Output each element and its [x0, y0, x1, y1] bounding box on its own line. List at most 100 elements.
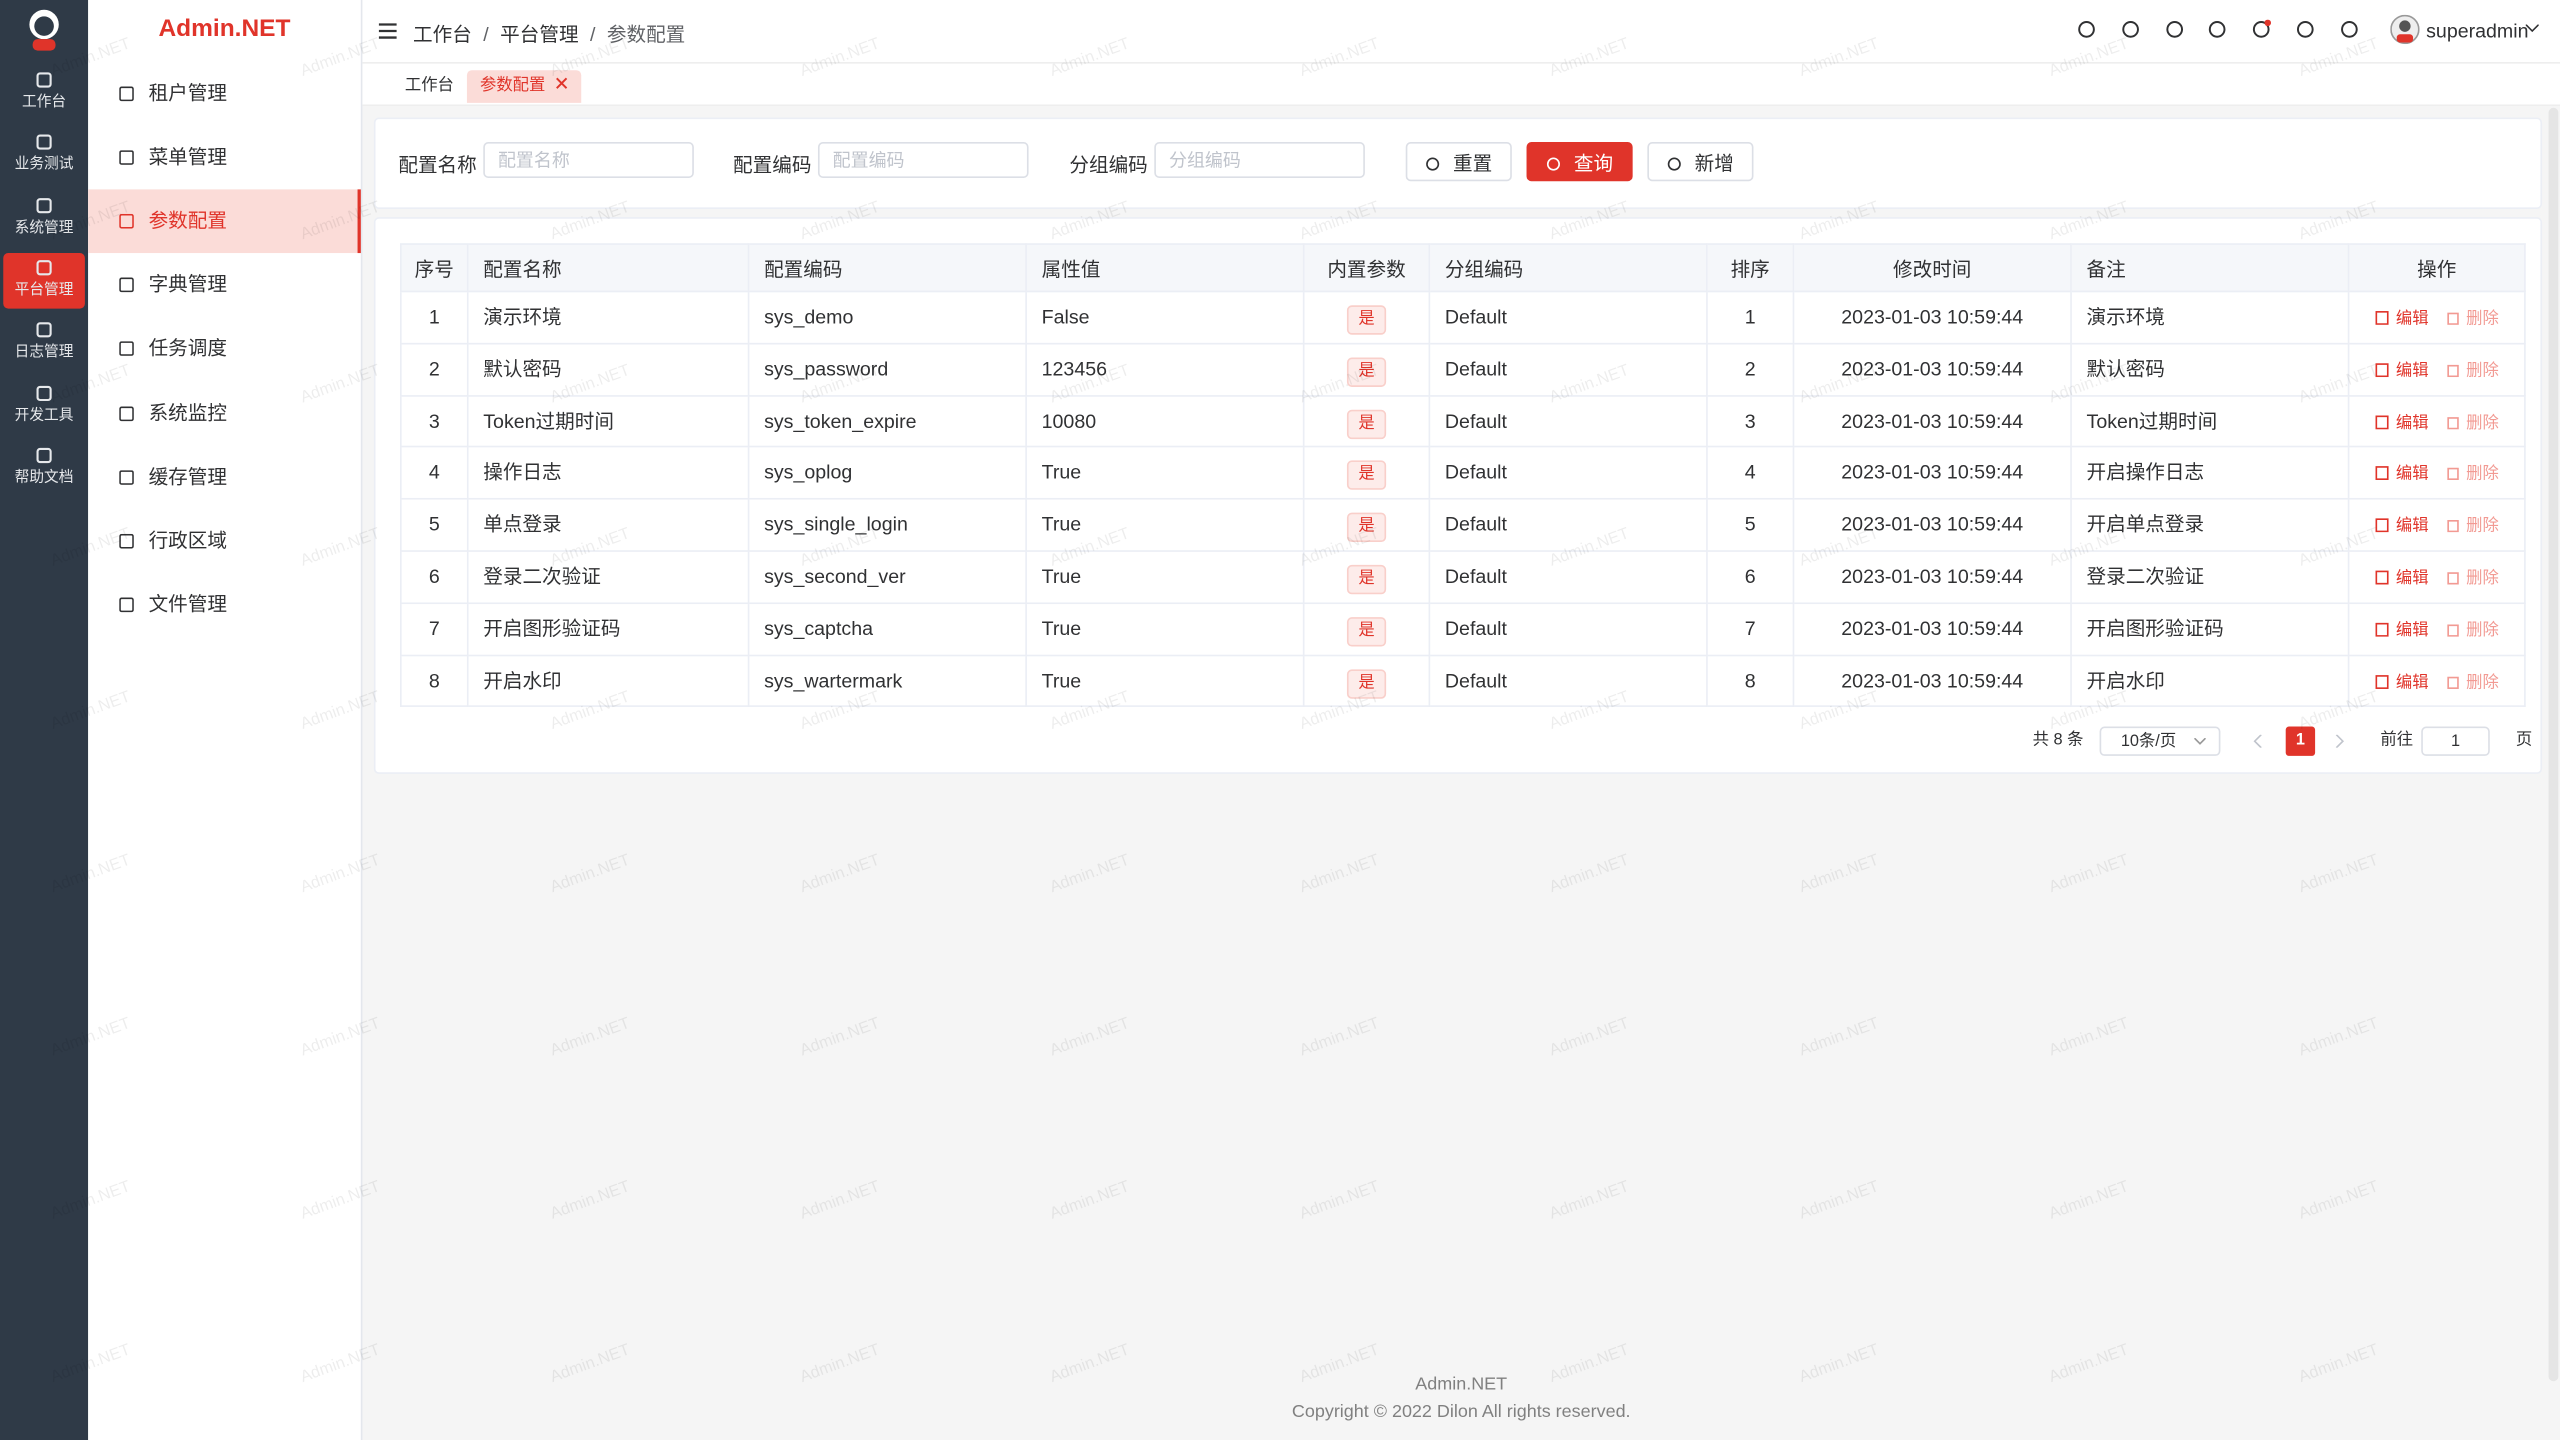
delete-action[interactable]: 删除 — [2466, 310, 2499, 329]
watermark: Admin.NET — [1047, 1014, 1133, 1061]
cell-text: 4 — [428, 461, 440, 484]
table-cell: 编辑 删除 — [2349, 344, 2526, 397]
table-cell: 单点登录 — [468, 499, 750, 552]
menu-item[interactable]: 行政区域 — [88, 509, 361, 573]
button-query[interactable]: 查询 — [1526, 142, 1633, 182]
cell-text: 开启水印 — [483, 668, 562, 692]
goto-input[interactable]: 1 — [2421, 726, 2490, 756]
button-add[interactable]: 新增 — [1647, 142, 1754, 182]
cell-text: 2023-01-03 10:59:44 — [1841, 668, 2024, 692]
rail-icon — [36, 259, 52, 276]
menu-label: 字典管理 — [148, 273, 227, 296]
edit-action[interactable]: 编辑 — [2395, 673, 2429, 692]
cell-text: 开启图形验证码 — [2086, 616, 2224, 640]
menu-item[interactable]: 租户管理 — [88, 62, 361, 126]
table-cell: 演示环境 — [468, 292, 750, 345]
rail-item[interactable]: 平台管理 — [3, 252, 85, 309]
delete-action[interactable]: 删除 — [2466, 465, 2499, 484]
breadcrumb-item[interactable]: 工作台 — [413, 22, 472, 46]
edit-action[interactable]: 编辑 — [2395, 465, 2429, 484]
menu-label: 菜单管理 — [148, 145, 227, 169]
main-rail: 工作台业务测试系统管理平台管理日志管理开发工具帮助文档 — [0, 0, 89, 1440]
toolbar-icon — [2253, 19, 2272, 38]
table-cell: 6 — [1707, 551, 1795, 604]
delete-action[interactable]: 删除 — [2466, 414, 2499, 432]
cell-text: 3 — [1744, 409, 1756, 432]
rail-item[interactable]: 业务测试 — [3, 128, 85, 184]
menu-icon — [119, 533, 134, 549]
menu-item[interactable]: 参数配置 — [88, 189, 361, 254]
edit-action[interactable]: 编辑 — [2395, 414, 2429, 432]
avatar[interactable] — [2390, 14, 2420, 45]
table-cell: Token过期时间 — [2071, 396, 2350, 448]
edit-action[interactable]: 编辑 — [2395, 569, 2429, 588]
side-menu: Admin.NET 租户管理 菜单管理 参数配置 字典管理 任务调度 系统监控 缓存管理 行政… — [88, 0, 363, 1440]
footer-copyright: Copyright © 2022 Dilon All rights reserv… — [1291, 1402, 1631, 1423]
rail-item[interactable]: 开发工具 — [3, 378, 85, 434]
cell-text: 4 — [1744, 461, 1756, 484]
edit-icon — [2374, 674, 2388, 689]
current-page[interactable]: 1 — [2285, 726, 2316, 756]
delete-action[interactable]: 删除 — [2466, 621, 2499, 640]
watermark: Admin.NET — [548, 851, 633, 897]
menu-icon — [119, 278, 134, 293]
cell-text: 开启水印 — [2086, 668, 2165, 692]
tab[interactable]: 工作台 — [392, 70, 467, 103]
table-cell: Default — [1430, 551, 1708, 604]
cell-text: 2023-01-03 10:59:44 — [1841, 512, 2024, 536]
menu-item[interactable]: 字典管理 — [88, 254, 361, 318]
watermark: Admin.NET — [1547, 1178, 1632, 1224]
rail-item[interactable]: 日志管理 — [3, 315, 85, 371]
table-cell: sys_single_login — [749, 499, 1027, 552]
watermark: Admin.NET — [797, 1178, 883, 1224]
edit-icon — [2374, 622, 2388, 637]
edit-action[interactable]: 编辑 — [2395, 362, 2429, 381]
user-caret[interactable] — [2525, 24, 2539, 34]
scrollbar[interactable] — [2548, 107, 2559, 1382]
delete-action[interactable]: 删除 — [2466, 517, 2499, 536]
field-input[interactable]: 分组编码 — [1154, 142, 1365, 178]
table-cell: 7 — [1707, 603, 1795, 656]
page-size[interactable]: 10条/页 — [2099, 726, 2221, 756]
menu-label: 系统监控 — [148, 400, 227, 424]
field-input[interactable]: 配置名称 — [483, 142, 694, 178]
breadcrumb-item[interactable]: 平台管理 — [500, 22, 579, 46]
table-cell: 2 — [1707, 344, 1795, 397]
watermark: Admin.NET — [548, 1178, 633, 1224]
delete-action[interactable]: 删除 — [2466, 569, 2499, 588]
tab[interactable]: 参数配置 — [466, 70, 582, 103]
rail-item[interactable]: 系统管理 — [3, 190, 85, 246]
delete-action[interactable]: 删除 — [2466, 362, 2499, 381]
button-reset[interactable]: 重置 — [1405, 142, 1512, 182]
table-cell: 开启图形验证码 — [468, 603, 750, 656]
rail-item[interactable]: 帮助文档 — [3, 440, 85, 496]
field-input[interactable]: 配置编码 — [817, 142, 1029, 178]
table-cell: 2023-01-03 10:59:44 — [1794, 292, 2072, 345]
cell-text: Default — [1444, 564, 1507, 588]
delete-icon — [2446, 416, 2458, 429]
edit-action[interactable]: 编辑 — [2395, 517, 2429, 536]
edit-action[interactable]: 编辑 — [2395, 621, 2429, 640]
menu-item[interactable]: 任务调度 — [88, 317, 361, 381]
table-cell: 是 — [1304, 603, 1431, 656]
table-cell: 编辑 删除 — [2349, 551, 2526, 604]
collapse-icon[interactable] — [378, 23, 397, 39]
rail-item[interactable]: 工作台 — [3, 65, 85, 121]
watermark: Admin.NET — [2046, 851, 2132, 897]
table-cell: 5 — [399, 499, 469, 552]
table-cell: 编辑 删除 — [2349, 292, 2526, 345]
table-cell: 2023-01-03 10:59:44 — [1794, 344, 2072, 397]
menu-item[interactable]: 菜单管理 — [88, 126, 361, 190]
menu-item[interactable]: 缓存管理 — [88, 445, 361, 509]
button-label: 查询 — [1573, 151, 1614, 175]
user-name[interactable]: superadmin — [2426, 19, 2529, 43]
breadcrumb: 工作台 / 平台管理 / 参数配置 — [413, 20, 685, 48]
menu-item[interactable]: 文件管理 — [88, 573, 361, 637]
edit-action[interactable]: 编辑 — [2395, 310, 2429, 329]
menu-item[interactable]: 系统监控 — [88, 381, 361, 445]
toolbar-icon — [2078, 21, 2095, 38]
delete-icon — [2446, 364, 2458, 377]
delete-action[interactable]: 删除 — [2466, 673, 2499, 692]
menu-icon — [119, 341, 134, 357]
